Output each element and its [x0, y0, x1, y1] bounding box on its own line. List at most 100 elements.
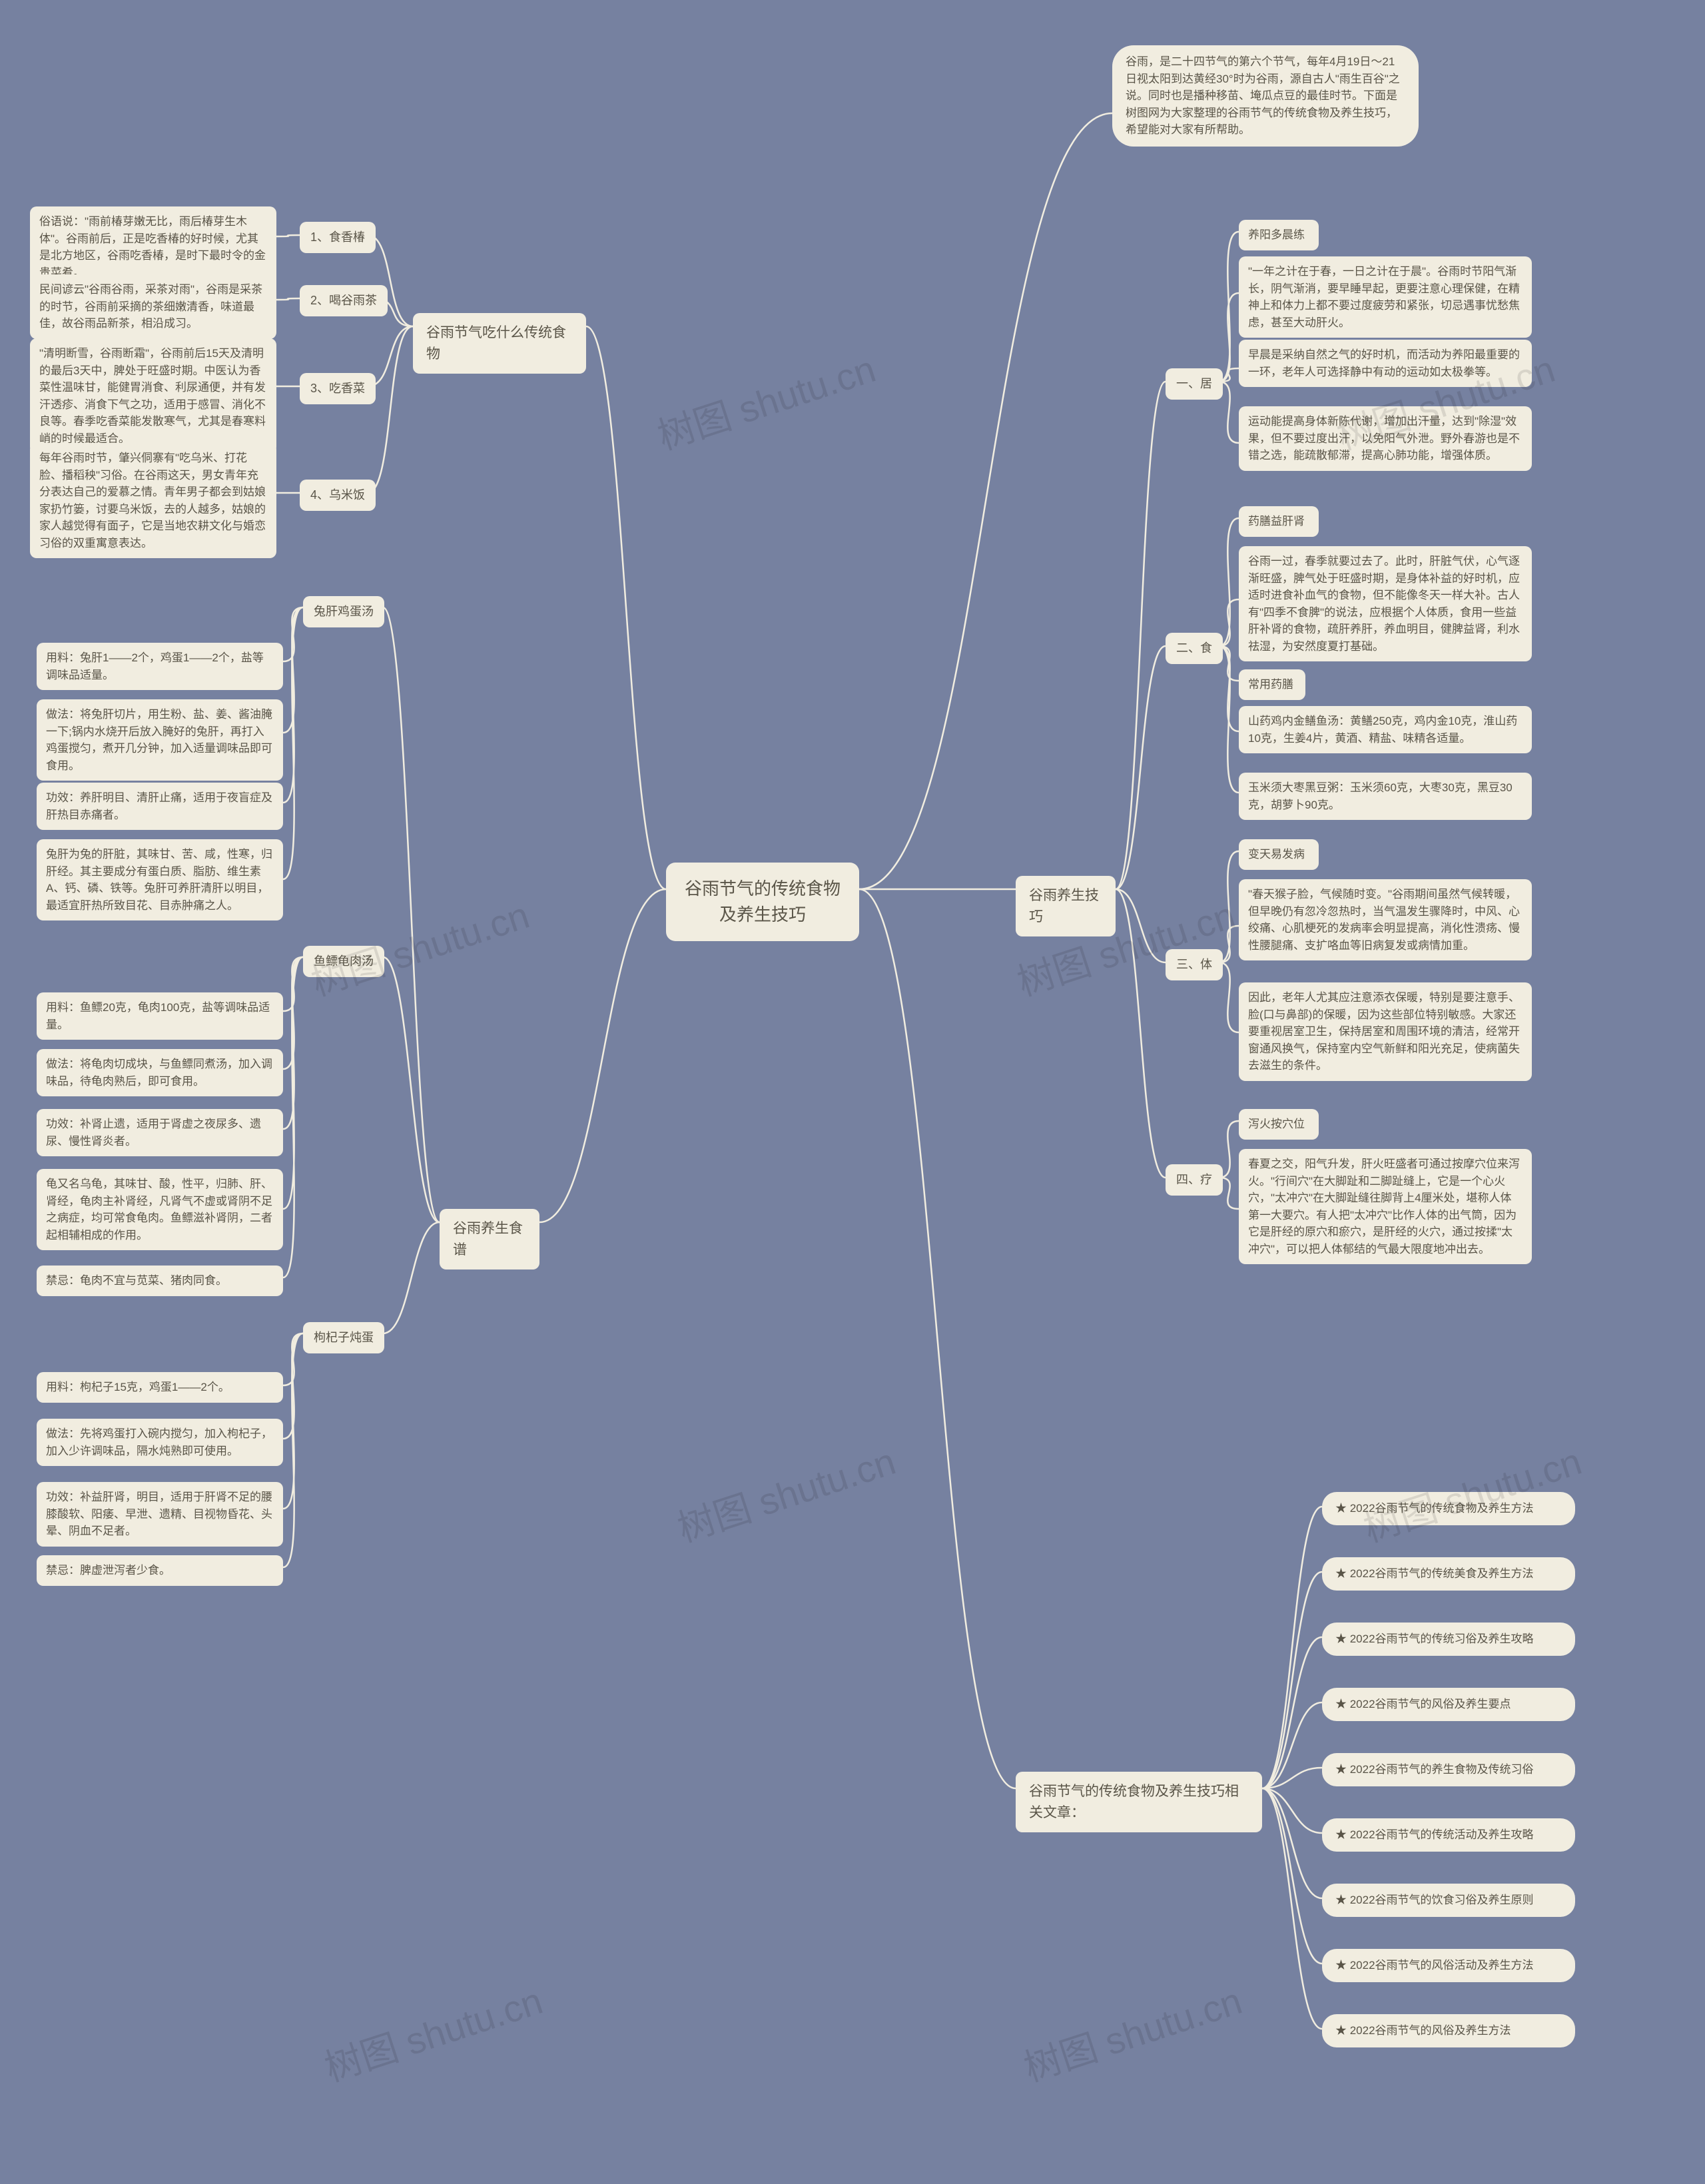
edge — [1219, 646, 1239, 793]
health-1-block-3: 山药鸡内金鳝鱼汤：黄鳝250克，鸡内金10克，淮山药10克，生姜4片，黄酒、精盐… — [1239, 706, 1532, 753]
edge — [283, 957, 303, 1209]
health-1-block-4: 玉米须大枣黑豆粥：玉米须60克，大枣30克，黑豆30克，胡萝卜90克。 — [1239, 773, 1532, 820]
food-number-0: 1、食香椿 — [300, 222, 376, 253]
related-category: 谷雨节气的传统食物及养生技巧相关文章： — [1016, 1772, 1262, 1832]
health-0-block-3: 运动能提高身体新陈代谢，增加出汗量，达到"除湿"效果，但不要过度出汗，以免阳气外… — [1239, 406, 1532, 471]
health-category: 谷雨养生技巧 — [1016, 876, 1116, 936]
edge — [1219, 232, 1239, 382]
related-link-4: ★ 2022谷雨节气的养生食物及传统习俗 — [1322, 1753, 1575, 1786]
foods-category: 谷雨节气吃什么传统食物 — [413, 313, 586, 374]
related-link-5: ★ 2022谷雨节气的传统活动及养生攻略 — [1322, 1818, 1575, 1852]
edge — [383, 957, 440, 1222]
recipe-title-0: 兔肝鸡蛋汤 — [303, 596, 384, 627]
edge — [1262, 1788, 1322, 1964]
edge — [1262, 1768, 1322, 1788]
edge — [1116, 889, 1166, 1178]
edge — [283, 607, 303, 733]
intro-node: 谷雨，是二十四节气的第六个节气，每年4月19日～21日视太阳到达黄经30°时为谷… — [1112, 45, 1419, 147]
edge — [283, 1333, 303, 1567]
recipe-2-item-0: 用料：枸杞子15克，鸡蛋1——2个。 — [37, 1372, 283, 1403]
recipe-title-1: 鱼鳔龟肉汤 — [303, 946, 384, 977]
health-0-block-2: 早晨是采纳自然之气的好时机，而活动为养阳最重要的一环，老年人可选择静中有动的运动… — [1239, 340, 1532, 387]
edge — [1262, 1637, 1322, 1788]
watermark-0: 树图 shutu.cn — [650, 340, 882, 461]
recipe-2-item-1: 做法：先将鸡蛋打入碗内搅匀，加入枸杞子，加入少许调味品，隔水炖熟即可使用。 — [37, 1419, 283, 1466]
food-desc-1: 民间谚云"谷雨谷雨，采茶对雨"，谷雨是采茶的时节，谷雨前采摘的茶细嫩清香，味道最… — [30, 274, 276, 339]
edge — [283, 1333, 303, 1509]
edge — [283, 607, 303, 879]
watermark-6: 树图 shutu.cn — [317, 1972, 549, 2093]
related-link-1: ★ 2022谷雨节气的传统美食及养生方法 — [1322, 1557, 1575, 1591]
edge — [383, 1222, 440, 1333]
recipe-0-item-3: 兔肝为兔的肝脏，其味甘、苦、咸，性寒，归肝经。其主要成分有蛋白质、脂肪、维生素A… — [37, 839, 283, 920]
center-node: 谷雨节气的传统食物及养生技巧 — [666, 863, 859, 941]
edge — [1262, 1702, 1322, 1788]
health-0-block-0: 养阳多晨练 — [1239, 220, 1319, 250]
edge — [283, 1333, 303, 1385]
health-2-block-2: 因此，老年人尤其应注意添衣保暖，特别是要注意手、脸(口与鼻部)的保暖，因为这些部… — [1239, 982, 1532, 1081]
related-link-0: ★ 2022谷雨节气的传统食物及养生方法 — [1322, 1492, 1575, 1525]
health-1-block-1: 谷雨一过，春季就要过去了。此时，肝脏气伏，心气逐渐旺盛，脾气处于旺盛时期，是身体… — [1239, 546, 1532, 661]
recipe-2-item-2: 功效：补益肝肾，明目，适用于肝肾不足的腰膝酸软、阳痿、早泄、遗精、目视物昏花、头… — [37, 1482, 283, 1547]
edge — [539, 889, 666, 1222]
edge — [1262, 1507, 1322, 1788]
edge — [1262, 1788, 1322, 1833]
health-3-block-1: 春夏之交，阳气升发，肝火旺盛者可通过按摩穴位来泻火。"行间穴"在大脚趾和二脚趾缝… — [1239, 1149, 1532, 1264]
food-desc-3: 每年谷雨时节，肇兴侗寨有"吃乌米、打花脸、播稻秧"习俗。在谷雨这天，男女青年充分… — [30, 443, 276, 558]
recipe-0-item-0: 用料：兔肝1——2个，鸡蛋1——2个，盐等调味品适量。 — [37, 643, 283, 690]
edge — [383, 607, 440, 1222]
recipe-1-item-2: 功效：补肾止遗，适用于肾虚之夜尿多、遗尿、慢性肾炎者。 — [37, 1109, 283, 1156]
edge — [276, 235, 300, 236]
edge — [1116, 646, 1166, 889]
food-desc-2: "清明断雪，谷雨断霜"，谷雨前后15天及清明的最后3天中，脾处于旺盛时期。中医认… — [30, 338, 276, 454]
recipe-1-item-3: 龟又名乌龟，其味甘、酸，性平，归肺、肝、肾经，龟肉主补肾经，凡肾气不虚或肾阴不足… — [37, 1169, 283, 1250]
edge — [1116, 889, 1166, 962]
health-2-block-1: "春天猴子脸，气候随时变。"谷雨期间虽然气候转暖，但早晚仍有忽冷忽热时，当气温发… — [1239, 879, 1532, 960]
recipe-1-item-1: 做法：将龟肉切成块，与鱼鳔同煮汤，加入调味品，待龟肉熟后，即可食用。 — [37, 1049, 283, 1096]
health-section-label-0: 一、居 — [1166, 368, 1223, 400]
recipe-0-item-1: 做法：将兔肝切片，用生粉、盐、姜、酱油腌一下;锅内水烧开后放入腌好的兔肝，再打入… — [37, 699, 283, 781]
edge — [283, 607, 303, 661]
edge — [368, 326, 413, 493]
edge — [1262, 1788, 1322, 2029]
food-number-1: 2、喝谷雨茶 — [300, 285, 388, 316]
food-number-3: 4、乌米饭 — [300, 480, 376, 511]
health-1-block-0: 药膳益肝肾 — [1239, 506, 1319, 537]
health-section-label-3: 四、疗 — [1166, 1164, 1223, 1196]
edge — [586, 326, 666, 889]
edge — [283, 957, 303, 1069]
edge — [1219, 518, 1239, 646]
related-link-8: ★ 2022谷雨节气的风俗及养生方法 — [1322, 2014, 1575, 2047]
recipe-title-2: 枸杞子炖蛋 — [303, 1322, 384, 1353]
health-2-block-0: 变天易发病 — [1239, 839, 1319, 870]
related-link-7: ★ 2022谷雨节气的风俗活动及养生方法 — [1322, 1949, 1575, 1982]
food-number-2: 3、吃香菜 — [300, 373, 376, 404]
edge — [283, 607, 303, 803]
edge — [1116, 382, 1166, 889]
recipe-1-item-0: 用料：鱼鳔20克，龟肉100克，盐等调味品适量。 — [37, 992, 283, 1040]
edge — [1219, 851, 1239, 962]
edge — [1219, 293, 1239, 382]
edge — [1262, 1572, 1322, 1788]
edge — [283, 957, 303, 1011]
related-link-2: ★ 2022谷雨节气的传统习俗及养生攻略 — [1322, 1623, 1575, 1656]
related-link-3: ★ 2022谷雨节气的风俗及养生要点 — [1322, 1688, 1575, 1721]
related-link-6: ★ 2022谷雨节气的饮食习俗及养生原则 — [1322, 1884, 1575, 1917]
health-section-label-2: 三、体 — [1166, 949, 1223, 980]
recipes-category: 谷雨养生食谱 — [440, 1209, 539, 1270]
edge — [276, 298, 300, 300]
health-1-block-2: 常用药膳 — [1239, 669, 1305, 700]
edge — [283, 957, 303, 1277]
watermark-4: 树图 shutu.cn — [670, 1432, 902, 1553]
recipe-2-item-3: 禁忌：脾虚泄泻者少食。 — [37, 1555, 283, 1586]
watermark-7: 树图 shutu.cn — [1016, 1972, 1248, 2093]
edge — [859, 889, 1016, 1788]
recipe-0-item-2: 功效：养肝明目、清肝止痛，适用于夜盲症及肝热目赤痛者。 — [37, 783, 283, 830]
health-section-label-1: 二、食 — [1166, 633, 1223, 664]
edge — [283, 1333, 303, 1439]
edge — [283, 957, 303, 1129]
edge — [859, 113, 1112, 889]
health-3-block-0: 泻火按穴位 — [1239, 1109, 1319, 1140]
recipe-1-item-4: 禁忌：龟肉不宜与苋菜、猪肉同食。 — [37, 1266, 283, 1296]
edge — [1262, 1788, 1322, 1898]
